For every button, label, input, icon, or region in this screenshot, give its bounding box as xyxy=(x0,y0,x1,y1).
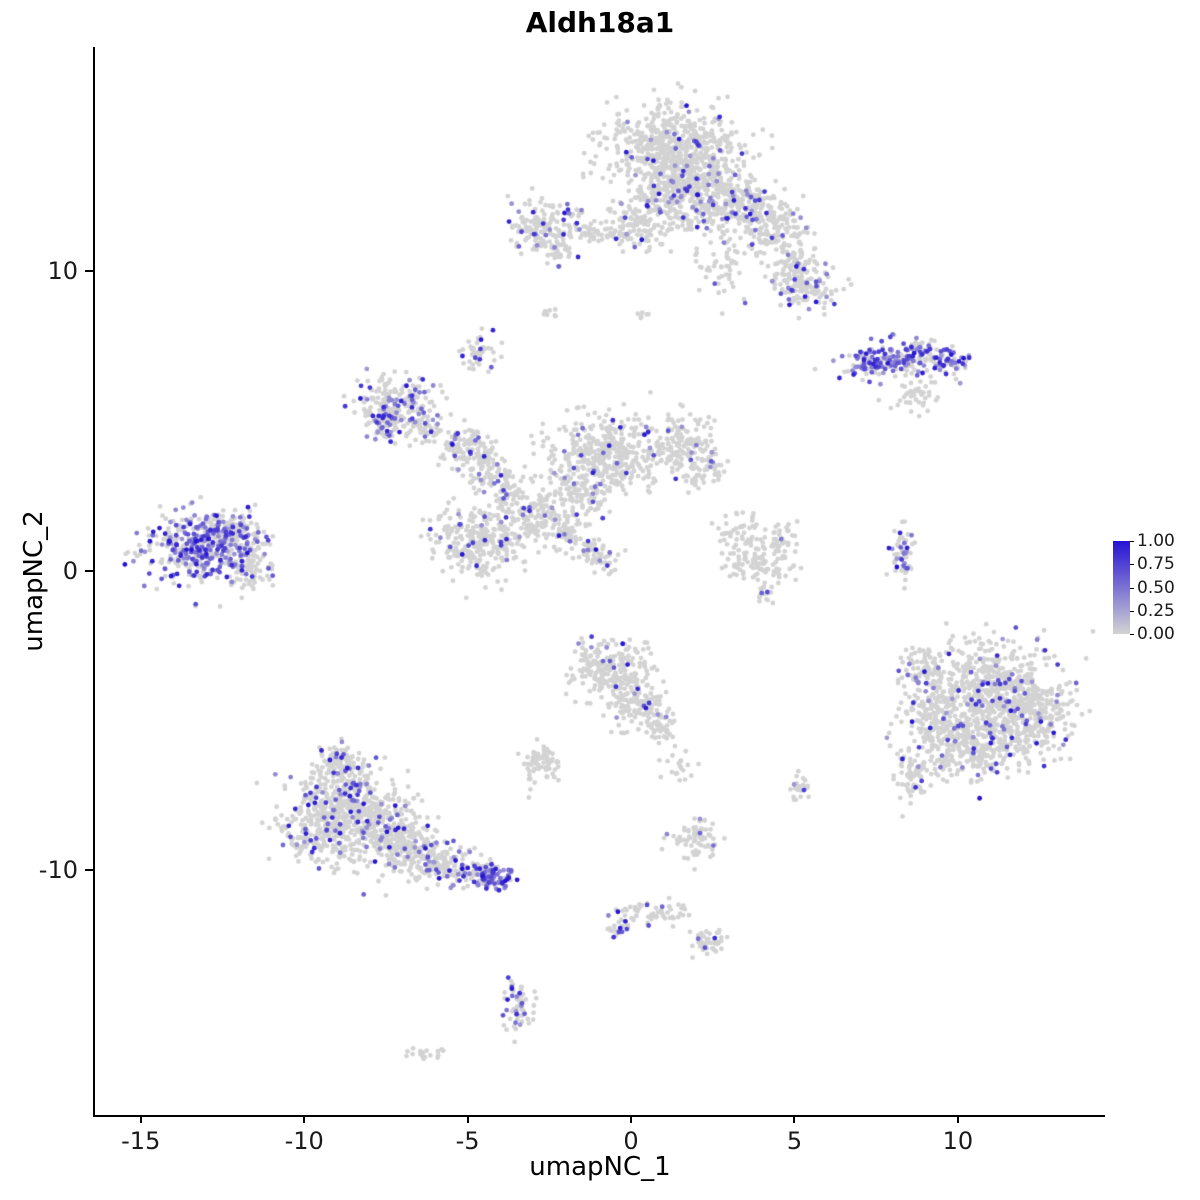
legend-label: 0.25 xyxy=(1137,600,1175,621)
legend-tick xyxy=(1130,541,1134,542)
legend-tick xyxy=(1130,564,1134,566)
tick-mark-x xyxy=(303,1115,306,1123)
tick-mark-x xyxy=(466,1115,469,1123)
tick-label-x: -15 xyxy=(121,1127,161,1155)
tick-mark-y xyxy=(85,270,93,273)
tick-label-x: 5 xyxy=(786,1127,803,1155)
legend-tick xyxy=(1130,634,1134,635)
legend-label: 1.00 xyxy=(1137,531,1175,551)
legend-gradient-bar xyxy=(1113,541,1130,634)
tick-mark-x xyxy=(956,1115,959,1123)
scatter-canvas xyxy=(95,47,1105,1115)
color-legend: 1.00 0.75 0.50 0.25 0.00 xyxy=(1113,531,1198,651)
plot-panel xyxy=(93,47,1105,1117)
tick-label-x: 10 xyxy=(942,1127,974,1155)
legend-tick xyxy=(1130,587,1134,589)
tick-label-x: 0 xyxy=(623,1127,639,1155)
plot-title: Aldh18a1 xyxy=(525,6,675,39)
tick-mark-y xyxy=(85,569,93,572)
tick-label-x: -10 xyxy=(284,1127,324,1155)
x-axis-label: umapNC_1 xyxy=(529,1152,671,1182)
tick-label-y: 10 xyxy=(47,257,78,286)
legend-label: 0.00 xyxy=(1137,624,1175,644)
legend-label: 0.75 xyxy=(1137,554,1175,575)
legend-tick xyxy=(1130,610,1134,612)
tick-mark-x xyxy=(630,1115,633,1123)
legend-label: 0.50 xyxy=(1137,577,1175,598)
tick-label-y: -10 xyxy=(38,855,78,884)
tick-label-x: -5 xyxy=(455,1127,480,1155)
tick-mark-y xyxy=(85,868,93,871)
tick-label-y: 0 xyxy=(62,556,78,585)
tick-mark-x xyxy=(139,1115,142,1123)
tick-mark-x xyxy=(793,1115,796,1123)
